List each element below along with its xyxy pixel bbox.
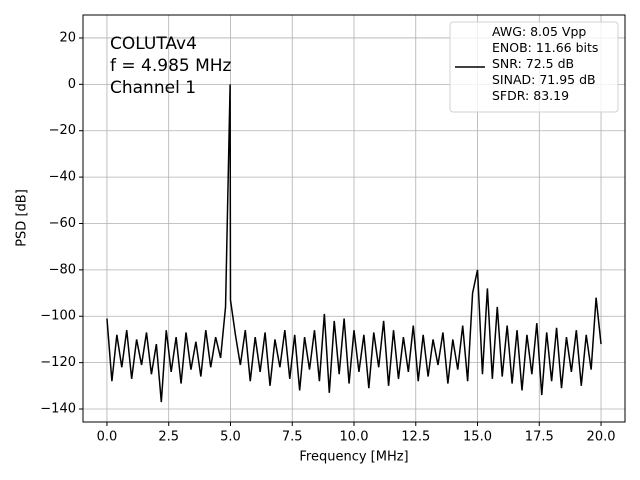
annotation: COLUTAv4 — [110, 34, 197, 54]
x-tick-label: 5.0 — [220, 430, 241, 445]
annotation: f = 4.985 MHz — [110, 56, 232, 76]
series-line — [106, 84, 602, 403]
y-axis-label: PSD [dB] — [15, 189, 30, 247]
x-tick-label: 2.5 — [158, 430, 179, 445]
x-axis-label: Frequency [MHz] — [299, 450, 408, 465]
x-tick-label: 10.0 — [340, 430, 369, 445]
y-tick-label: −20 — [49, 123, 76, 138]
y-tick-label: 0 — [68, 77, 76, 92]
y-tick-label: −100 — [40, 309, 76, 324]
x-tick-label: 20.0 — [587, 430, 616, 445]
y-tick-label: −120 — [40, 355, 76, 370]
legend-box — [449, 21, 619, 113]
x-tick-label: 17.5 — [525, 430, 554, 445]
annotation: Channel 1 — [110, 78, 196, 98]
x-tick-label: 7.5 — [282, 430, 303, 445]
y-tick-label: −40 — [49, 170, 76, 185]
legend-label-box: AWG: 8.05 Vpp ENOB: 11.66 bits SNR: 72.5… — [492, 24, 599, 103]
x-tick-label: 0.0 — [97, 430, 118, 445]
legend-label: AWG: 8.05 Vpp ENOB: 11.66 bits SNR: 72.5… — [492, 24, 599, 103]
plot-frame — [82, 14, 626, 423]
x-tick-label: 12.5 — [401, 430, 430, 445]
x-tick-label: 15.0 — [463, 430, 492, 445]
y-tick-label: −60 — [49, 216, 76, 231]
y-tick-label: 20 — [59, 30, 76, 45]
y-tick-label: −140 — [40, 402, 76, 417]
y-tick-label: −80 — [49, 262, 76, 277]
